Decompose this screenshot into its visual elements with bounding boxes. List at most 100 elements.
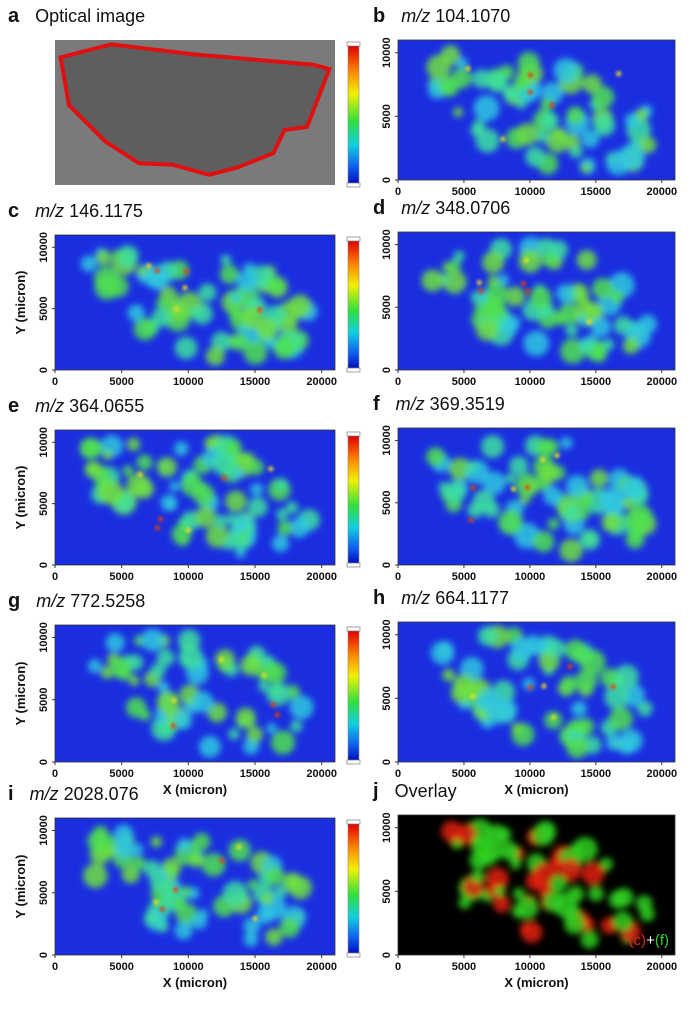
- title-text: 369.3519: [430, 394, 505, 414]
- blob: [472, 119, 486, 133]
- hotspots: [470, 664, 616, 720]
- panel-letter: b: [373, 5, 385, 27]
- panel-title: e m/z 364.0655: [8, 395, 144, 417]
- x-tick-label: 0: [52, 768, 58, 780]
- blob: [537, 463, 559, 484]
- blob: [192, 691, 214, 713]
- hotspot: [257, 307, 263, 313]
- panel-letter: j: [372, 780, 379, 802]
- blob: [591, 277, 614, 299]
- panel-title: f m/z 369.3519: [373, 393, 505, 415]
- blob: [485, 824, 507, 846]
- hotspot: [236, 844, 242, 850]
- frame: [54, 429, 336, 566]
- hotspot: [183, 268, 189, 274]
- blob: [576, 249, 597, 270]
- blob: [131, 855, 146, 871]
- x-tick-label: 5000: [452, 186, 476, 198]
- blob: [151, 307, 171, 327]
- blob: [628, 504, 653, 528]
- title-italic: m/z: [401, 198, 430, 218]
- blob: [271, 534, 289, 552]
- blob: [274, 885, 287, 899]
- heatmap: [398, 428, 675, 565]
- blob: [169, 481, 180, 492]
- title-italic: m/z: [401, 588, 430, 608]
- blob: [122, 465, 134, 477]
- x-tick-label: 10000: [173, 961, 204, 973]
- frame: [54, 624, 336, 763]
- x-tick-label: 5000: [109, 768, 133, 780]
- x-tick-label: 10000: [515, 768, 546, 780]
- blob: [133, 318, 156, 341]
- blob: [243, 917, 261, 935]
- blob: [523, 330, 550, 357]
- x-tick-label: 15000: [240, 961, 271, 973]
- x-tick-label: 0: [395, 571, 401, 583]
- blob: [247, 879, 259, 891]
- x-tick-label: 10000: [515, 961, 546, 973]
- blob: [100, 666, 114, 680]
- blob: [465, 461, 479, 474]
- blob: [481, 251, 505, 274]
- x-tick-label: 20000: [647, 961, 678, 973]
- colorbar: [347, 45, 360, 184]
- blob: [455, 823, 477, 846]
- title-text: Overlay: [395, 781, 457, 801]
- x-axis-label: X (micron): [504, 782, 568, 797]
- panel-title: g m/z 772.5258: [8, 590, 145, 612]
- y-tick-label: 10000: [38, 622, 50, 653]
- blob: [174, 921, 193, 940]
- blob: [198, 283, 217, 302]
- blob: [162, 857, 182, 877]
- blob: [440, 45, 461, 65]
- blob: [470, 869, 485, 884]
- blob: [612, 911, 633, 932]
- y-tick-label: 0: [381, 562, 393, 568]
- hotspot: [173, 306, 179, 312]
- blob: [289, 695, 314, 720]
- x-tick-label: 10000: [173, 768, 204, 780]
- blob: [487, 71, 508, 93]
- y-tick-label: 0: [381, 367, 393, 373]
- blob: [136, 265, 148, 277]
- blob: [214, 649, 235, 670]
- y-tick-label: 10000: [38, 232, 50, 263]
- blob: [131, 843, 144, 856]
- hotspots: [146, 263, 263, 313]
- panel-title: j Overlay: [372, 780, 457, 802]
- blob: [228, 307, 241, 321]
- blob: [114, 824, 134, 844]
- x-tick-label: 20000: [647, 186, 678, 198]
- blob: [112, 249, 123, 260]
- blob: [560, 675, 578, 693]
- blob: [520, 922, 531, 934]
- blob: [549, 857, 563, 870]
- blob: [547, 518, 560, 530]
- heatmap: [55, 430, 335, 565]
- blob: [207, 702, 227, 723]
- blob: [477, 626, 498, 646]
- blob: [228, 728, 240, 740]
- blob: [502, 85, 520, 102]
- blob: [515, 98, 527, 110]
- blob: [160, 494, 178, 512]
- blob: [279, 917, 300, 938]
- hotspot: [219, 858, 225, 864]
- y-axis-label: Y (micron): [13, 661, 28, 725]
- frame: [397, 39, 676, 181]
- blob: [141, 628, 165, 652]
- blob: [214, 514, 228, 528]
- blob: [506, 315, 521, 330]
- blobs: [430, 625, 653, 759]
- x-tick-label: 20000: [647, 768, 678, 780]
- blob: [443, 481, 466, 504]
- blob: [194, 506, 217, 528]
- blob: [250, 483, 264, 497]
- heatmap: [55, 818, 335, 955]
- x-tick-label: 5000: [452, 376, 476, 388]
- blob: [453, 107, 464, 118]
- blob: [447, 259, 461, 273]
- blob: [622, 337, 640, 355]
- hotspot: [551, 714, 557, 720]
